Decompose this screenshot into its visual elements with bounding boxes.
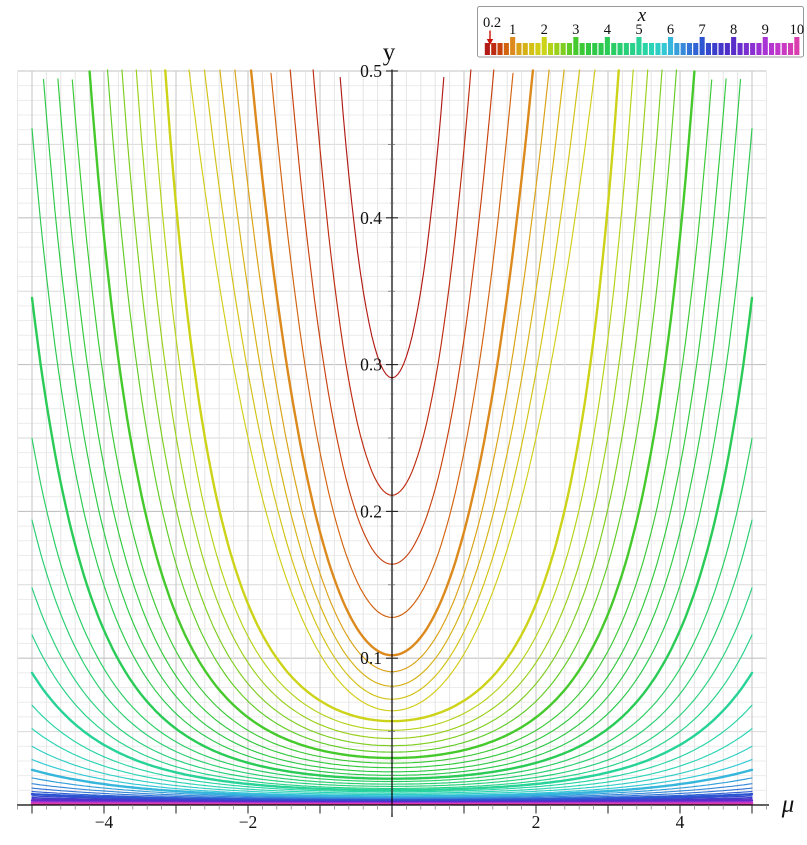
- legend-swatch-x-0.6: [497, 43, 503, 55]
- x-tick-label-2: 2: [532, 812, 541, 832]
- legend-swatch-x-4: [604, 37, 610, 55]
- legend-color-bar: [484, 37, 800, 55]
- legend-swatch-x-9.6: [781, 43, 787, 55]
- legend-title: x: [637, 5, 647, 26]
- legend-swatch-x-3.6: [592, 43, 598, 55]
- legend-swatch-x-1.2: [516, 43, 522, 55]
- legend-swatch-x-0.2: [484, 43, 490, 55]
- legend-swatch-x-2.2: [548, 43, 554, 55]
- legend-swatch-x-7.8: [724, 43, 730, 55]
- legend-swatch-x-6.6: [686, 43, 692, 55]
- legend-swatch-x-2.4: [554, 43, 560, 55]
- legend-tick-label-8: 8: [730, 22, 737, 38]
- legend-swatch-x-9.2: [769, 43, 775, 55]
- legend-swatch-x-5: [636, 37, 642, 55]
- legend-swatch-x-3.8: [598, 43, 604, 55]
- y-tick-label-0.2: 0.2: [360, 501, 382, 521]
- legend-tick-label-6: 6: [667, 22, 674, 38]
- legend-tick-label-4: 4: [604, 22, 612, 38]
- legend-swatch-x-4.2: [611, 43, 617, 55]
- legend-swatch-x-8: [731, 37, 737, 55]
- x-tick-label--4: −4: [95, 812, 114, 832]
- legend-swatch-x-7.2: [705, 43, 711, 55]
- legend-swatch-x-8.8: [756, 43, 762, 55]
- legend-tick-label-7: 7: [698, 22, 705, 38]
- legend-swatch-x-3.2: [579, 43, 585, 55]
- legend-swatch-x-4.4: [617, 43, 623, 55]
- legend-swatch-x-2: [541, 37, 547, 55]
- legend-swatch-x-6.4: [680, 43, 686, 55]
- legend-swatch-x-1.6: [529, 43, 535, 55]
- legend-range-arrow-head-icon: [486, 39, 494, 45]
- legend-swatch-x-8.6: [750, 43, 756, 55]
- legend-swatch-x-3.4: [585, 43, 591, 55]
- legend-swatch-x-10: [794, 37, 800, 55]
- legend-swatch-x-4.8: [630, 43, 636, 55]
- legend-swatch-x-0.8: [503, 43, 509, 55]
- legend-swatch-x-3: [573, 37, 579, 55]
- tick-marks: [17, 70, 767, 814]
- y-tick-label-0.3: 0.3: [360, 355, 382, 375]
- legend-tick-label-1: 1: [509, 22, 516, 38]
- legend-swatch-x-5.2: [642, 43, 648, 55]
- legend-swatch-x-1.8: [535, 43, 541, 55]
- tick-labels: 0.5 0.4 0.3 0.2 0.1 −4 −2 2 4: [95, 61, 685, 832]
- legend: x 0.2 1 2 3 4 5 6 7 8 9 10: [477, 5, 804, 58]
- axes: [17, 69, 769, 817]
- legend-swatch-x-2.8: [566, 43, 572, 55]
- legend-swatch-x-6.8: [693, 43, 699, 55]
- legend-tick-label-0.2: 0.2: [483, 15, 501, 31]
- legend-swatch-x-7.6: [718, 43, 724, 55]
- legend-swatch-x-1: [510, 37, 516, 55]
- y-tick-label-0.4: 0.4: [360, 208, 382, 228]
- legend-swatch-x-6.2: [674, 43, 680, 55]
- legend-tick-label-9: 9: [762, 22, 769, 38]
- y-axis-title: y: [383, 39, 396, 66]
- legend-swatch-x-7.4: [712, 43, 718, 55]
- legend-swatch-x-8.4: [743, 43, 749, 55]
- x-tick-label-4: 4: [676, 812, 685, 832]
- legend-swatch-x-1.4: [522, 43, 528, 55]
- legend-tick-label-2: 2: [541, 22, 548, 38]
- legend-swatch-x-5.6: [655, 43, 661, 55]
- legend-tick-label-3: 3: [572, 22, 579, 38]
- legend-swatch-x-0.4: [491, 43, 497, 55]
- legend-swatch-x-5.4: [649, 43, 655, 55]
- legend-tick-labels: 0.2 1 2 3 4 5 6 7 8 9 10: [483, 15, 804, 45]
- legend-swatch-x-9.4: [775, 43, 781, 55]
- legend-swatch-x-9: [762, 37, 768, 55]
- legend-swatch-x-9.8: [788, 43, 794, 55]
- legend-tick-label-5: 5: [635, 22, 642, 38]
- legend-swatch-x-4.6: [623, 43, 629, 55]
- legend-swatch-x-2.6: [560, 43, 566, 55]
- legend-swatch-x-8.2: [737, 43, 743, 55]
- legend-tick-label-10: 10: [790, 22, 805, 38]
- x-axis-title: μ: [781, 791, 795, 818]
- x-tick-label--2: −2: [239, 812, 258, 832]
- y-tick-label-0.5: 0.5: [360, 61, 382, 81]
- y-tick-label-0.1: 0.1: [360, 648, 382, 668]
- legend-swatch-x-7: [699, 37, 705, 55]
- legend-swatch-x-5.8: [661, 43, 667, 55]
- legend-swatch-x-6: [668, 37, 674, 55]
